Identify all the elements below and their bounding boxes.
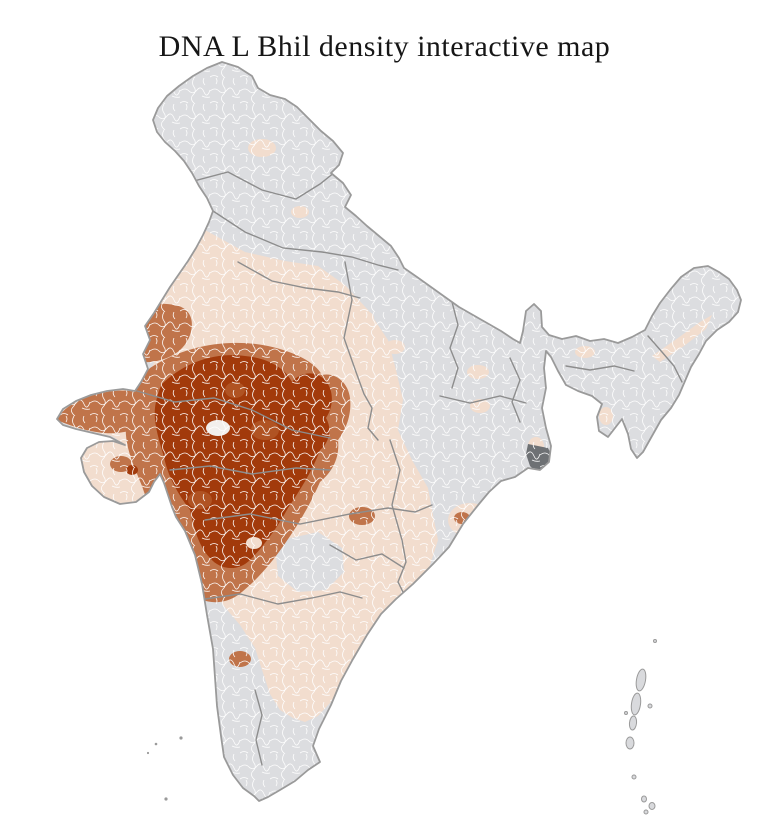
andaman-nicobar-islands[interactable] [624,639,657,815]
india-outline [56,61,742,802]
page-title: DNA L Bhil density interactive map [158,30,611,64]
lakshadweep-islands[interactable] [146,736,183,801]
